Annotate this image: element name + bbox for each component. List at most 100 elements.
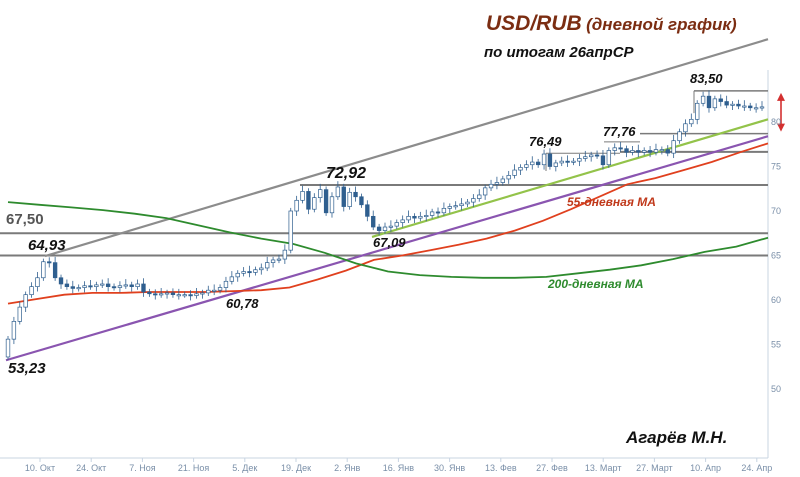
candle-up xyxy=(653,149,659,153)
candle-up xyxy=(211,289,217,292)
candle-up xyxy=(294,199,299,212)
candle-down xyxy=(724,101,729,106)
candle-up xyxy=(235,272,240,278)
candle-up xyxy=(41,261,46,279)
candle-up xyxy=(712,98,718,109)
candle-up xyxy=(488,183,494,189)
candle-up xyxy=(182,294,187,297)
x-tick-label: 13. Фев xyxy=(485,463,517,473)
candle-up xyxy=(689,118,694,125)
trend-support-line xyxy=(5,135,769,362)
candle-up xyxy=(477,194,482,199)
candle-down xyxy=(594,154,600,157)
candle-down xyxy=(188,294,193,297)
candle-up xyxy=(759,106,765,109)
candle-down xyxy=(105,283,111,288)
arrow-down-icon xyxy=(777,123,785,132)
candle-up xyxy=(418,215,423,219)
candle-up xyxy=(559,160,564,164)
x-tick-label: 24. Апр xyxy=(741,463,772,473)
candle-down xyxy=(412,215,417,219)
candle-up xyxy=(453,205,458,208)
x-tick-label: 5. Дек xyxy=(232,463,257,473)
candle-up xyxy=(259,267,264,271)
candle-up xyxy=(406,215,411,221)
candle-down xyxy=(341,186,346,207)
candle-down xyxy=(647,150,653,153)
candle-down xyxy=(70,286,75,289)
x-tick-label: 10. Окт xyxy=(25,463,55,473)
candle-down xyxy=(247,271,252,274)
candle-up xyxy=(176,294,182,297)
candle-up xyxy=(117,285,123,288)
candle-up xyxy=(135,283,140,288)
candle-up xyxy=(612,147,617,151)
arrow-up-icon xyxy=(777,92,785,101)
candle-down xyxy=(624,148,629,153)
candle-up xyxy=(229,276,235,282)
candle-up xyxy=(642,150,647,153)
candle-down xyxy=(58,277,64,285)
candle-down xyxy=(47,261,52,264)
chart-author: Агарёв М.Н. xyxy=(626,428,728,447)
x-tick-label: 13. Март xyxy=(585,463,622,473)
candle-down xyxy=(636,150,641,153)
candle-up xyxy=(424,215,429,217)
x-tick-label: 24. Окт xyxy=(76,463,106,473)
candle-up xyxy=(217,287,223,291)
candle-down xyxy=(88,285,93,288)
candle-down xyxy=(129,284,134,287)
candle-up xyxy=(282,249,288,260)
candle-up xyxy=(500,178,505,183)
y-tick-label: 60 xyxy=(771,295,781,305)
candle-down xyxy=(170,292,176,296)
candle-up xyxy=(742,105,747,108)
candle-up xyxy=(100,283,105,286)
candle-up xyxy=(530,161,535,166)
candle-up xyxy=(329,196,335,214)
y-tick-label: 55 xyxy=(771,340,781,350)
candle-up xyxy=(76,287,81,290)
candle-up xyxy=(312,197,317,210)
candle-up xyxy=(482,187,488,196)
x-tick-label: 19. Дек xyxy=(281,463,311,473)
candle-up xyxy=(683,123,688,133)
candle-up xyxy=(429,211,435,216)
candle-up xyxy=(17,306,22,322)
channel-upper-line xyxy=(44,38,769,258)
candle-down xyxy=(748,105,753,109)
annotation-high-64-93: 64,93 xyxy=(28,237,66,254)
candle-up xyxy=(318,189,323,198)
y-tick-label: 50 xyxy=(771,384,781,394)
candle-up xyxy=(400,219,405,223)
candle-up xyxy=(29,286,34,296)
candle-down xyxy=(565,160,570,163)
ma200-line xyxy=(7,201,769,279)
ma200-label: 200-дневная МА xyxy=(548,277,644,291)
x-tick-label: 2. Янв xyxy=(334,463,360,473)
candle-up xyxy=(512,169,517,176)
candle-up xyxy=(700,95,706,104)
candle-down xyxy=(371,215,376,228)
annotation-high-76-49: 76,49 xyxy=(529,134,562,149)
annotation-low-67-09: 67,09 xyxy=(373,235,406,250)
candle-up xyxy=(659,149,665,152)
candle-up xyxy=(465,201,470,205)
candle-up xyxy=(288,210,293,251)
candle-down xyxy=(547,153,553,167)
candle-up xyxy=(583,156,588,159)
candle-up xyxy=(730,103,735,106)
candle-up xyxy=(753,107,759,110)
chart-title-suffix: (дневной график) xyxy=(586,15,737,34)
chart-title: USD/RUB (дневной график) xyxy=(486,12,737,36)
candle-down xyxy=(535,161,541,166)
candle-up xyxy=(459,203,464,207)
chart-title-main: USD/RUB xyxy=(486,12,582,35)
candle-down xyxy=(359,196,364,206)
candle-up xyxy=(606,150,612,166)
x-tick-label: 27. Март xyxy=(636,463,673,473)
candle-up xyxy=(441,207,447,214)
candle-up xyxy=(671,140,676,154)
chart-subtitle: по итогам 26апрСР xyxy=(484,44,634,61)
y-tick-label: 80 xyxy=(771,117,781,127)
